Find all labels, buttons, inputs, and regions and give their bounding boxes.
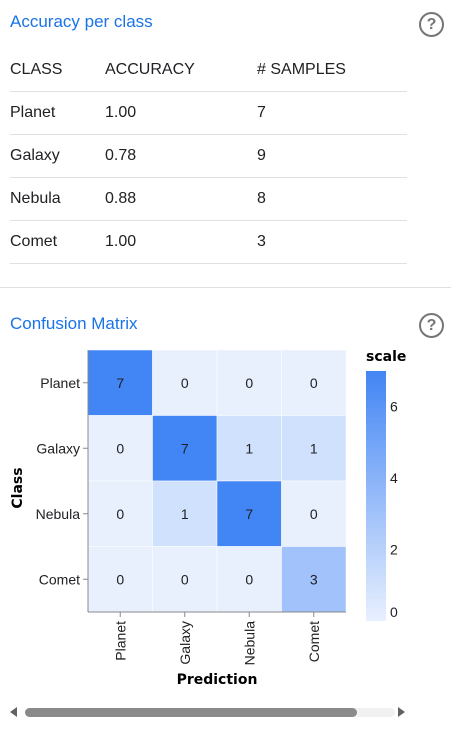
- heatmap-cell-value: 7: [116, 375, 124, 391]
- heatmap-cell: [281, 415, 347, 482]
- heatmap-cell: [216, 349, 282, 416]
- x-tick-label: Comet: [306, 621, 322, 662]
- column-header-class: CLASS: [10, 50, 105, 92]
- heatmap-cell-value: 7: [181, 440, 189, 456]
- table-header-row: CLASS ACCURACY # SAMPLES: [10, 50, 407, 92]
- y-tick-label: Planet: [40, 375, 80, 391]
- y-tick-label: Galaxy: [36, 440, 80, 456]
- heatmap-cell: [87, 415, 153, 482]
- color-scale-bar: [366, 371, 386, 621]
- x-tick-label: Nebula: [241, 621, 257, 666]
- x-tick-label: Galaxy: [177, 621, 193, 665]
- confusion-section-title: Confusion Matrix: [10, 314, 138, 333]
- legend-tick-label: 6: [390, 399, 398, 415]
- heatmap-cell-value: 3: [310, 571, 318, 587]
- help-icon[interactable]: ?: [419, 12, 444, 37]
- cell-class: Planet: [10, 91, 105, 135]
- table-row: Galaxy 0.78 9: [10, 134, 407, 178]
- y-tick-label: Comet: [39, 571, 80, 587]
- cell-samples: 8: [257, 177, 407, 221]
- heatmap-cell: [87, 480, 153, 547]
- scroll-left-arrow-icon[interactable]: [10, 707, 17, 717]
- legend-title: scale: [366, 349, 406, 365]
- table-row: Nebula 0.88 8: [10, 177, 407, 221]
- heatmap-cell-value: 0: [310, 375, 318, 391]
- cell-accuracy: 0.78: [105, 134, 257, 178]
- section-divider: [0, 287, 451, 288]
- help-icon[interactable]: ?: [419, 313, 444, 338]
- column-header-accuracy: ACCURACY: [105, 50, 257, 92]
- heatmap-cell-value: 1: [181, 506, 189, 522]
- heatmap-cell-value: 0: [245, 571, 253, 587]
- heatmap-cell-value: 0: [181, 571, 189, 587]
- heatmap-cell: [216, 415, 282, 482]
- table-row: Planet 1.00 7: [10, 91, 407, 135]
- heatmap-cell-value: 0: [116, 571, 124, 587]
- cell-samples: 9: [257, 134, 407, 178]
- cell-class: Nebula: [10, 177, 105, 221]
- heatmap-cell: [281, 349, 347, 416]
- accuracy-table: CLASS ACCURACY # SAMPLES Planet 1.00 7 G…: [10, 50, 407, 264]
- heatmap-cell: [281, 480, 347, 547]
- cell-accuracy: 0.88: [105, 177, 257, 221]
- cell-class: Comet: [10, 220, 105, 264]
- heatmap-cell-value: 0: [116, 440, 124, 456]
- y-tick-label: Nebula: [36, 506, 81, 522]
- heatmap-cell-value: 1: [245, 440, 253, 456]
- heatmap-cell-value: 1: [310, 440, 318, 456]
- heatmap-cell-value: 0: [245, 375, 253, 391]
- heatmap-cell: [152, 415, 218, 482]
- y-axis-title: Class: [10, 467, 26, 508]
- scroll-thumb[interactable]: [25, 708, 357, 717]
- cell-samples: 3: [257, 220, 407, 264]
- cell-samples: 7: [257, 91, 407, 135]
- legend-tick-label: 0: [390, 604, 398, 620]
- scroll-right-arrow-icon[interactable]: [398, 707, 405, 717]
- heatmap-cell: [87, 546, 153, 613]
- x-axis-title: Prediction: [177, 672, 258, 688]
- cell-accuracy: 1.00: [105, 91, 257, 135]
- cell-accuracy: 1.00: [105, 220, 257, 264]
- heatmap-cell-value: 7: [245, 506, 253, 522]
- heatmap-cell-value: 0: [310, 506, 318, 522]
- horizontal-scrollbar[interactable]: [10, 706, 407, 720]
- heatmap-cell: [152, 546, 218, 613]
- heatmap-cell: [152, 349, 218, 416]
- heatmap-cell-value: 0: [116, 506, 124, 522]
- legend-tick-label: 4: [390, 470, 398, 486]
- cell-class: Galaxy: [10, 134, 105, 178]
- accuracy-section-title: Accuracy per class: [10, 12, 153, 31]
- legend-tick-label: 2: [390, 542, 398, 558]
- x-tick-label: Planet: [112, 621, 128, 661]
- column-header-samples: # SAMPLES: [257, 50, 407, 92]
- heatmap-cell-value: 0: [181, 375, 189, 391]
- heatmap-cell: [281, 546, 347, 613]
- heatmap-cell: [87, 349, 153, 416]
- table-row: Comet 1.00 3: [10, 220, 407, 264]
